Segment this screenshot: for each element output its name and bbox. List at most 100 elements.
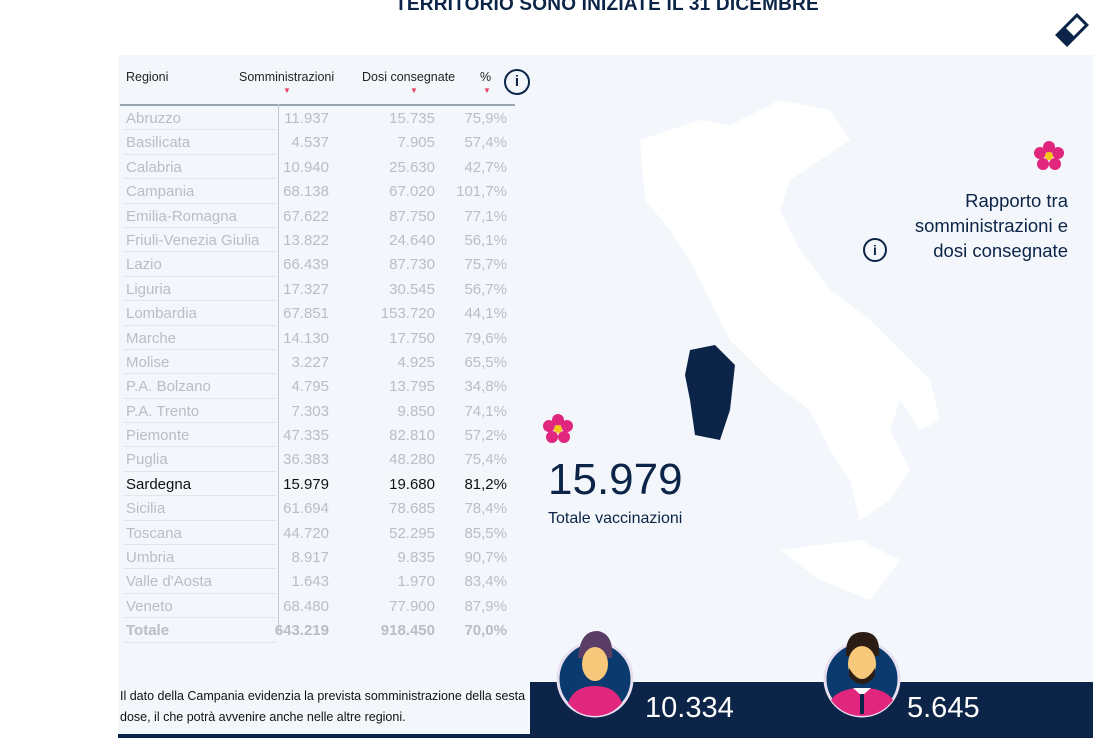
table-row[interactable]: Lazio 66.439 87.730 75,7% [120,252,515,278]
cell-percent: 77,1% [464,207,507,225]
cell-percent: 34,8% [464,378,507,396]
cell-percent: 85,5% [464,524,507,542]
footnote: Il dato della Campania evidenzia la prev… [120,689,526,724]
info-icon[interactable]: i [504,69,530,95]
cell-somministrazioni: 7.303 [291,402,329,420]
table-row[interactable]: Emilia-Romagna 67.622 87.750 77,1% [120,204,515,229]
cell-somministrazioni: 61.694 [283,500,329,518]
cell-percent: 78,4% [464,500,507,518]
table-row[interactable]: Umbria 8.917 9.835 90,7% [120,545,515,570]
cell-somministrazioni: 47.335 [283,427,329,445]
legend-text: Rapporto tra somministrazioni e dosi con… [914,190,1068,261]
cell-somministrazioni: 643.219 [274,622,329,640]
table-row[interactable]: Valle d'Aosta 1.643 1.970 83,4% [120,569,515,595]
table-row[interactable]: Campania 68.138 67.020 101,7% [120,179,515,204]
cell-dosi: 30.545 [389,280,435,298]
table-row[interactable]: Friuli-Venezia Giulia 13.822 24.640 56,1% [120,228,515,253]
total-vaccinations-label: Totale vaccinazioni [548,510,683,527]
cell-region: Lombardia [126,305,197,323]
cell-percent: 65,5% [464,353,507,371]
table-row[interactable]: Sardegna 15.979 19.680 81,2% [120,472,515,497]
cell-somministrazioni: 14.130 [283,329,329,347]
col-dosi[interactable]: Dosi consegnate [362,70,456,84]
cell-percent: 74,1% [464,402,507,420]
cell-region: P.A. Bolzano [126,378,211,396]
cell-percent: 56,1% [464,231,507,249]
cell-percent: 90,7% [464,549,507,567]
cell-region: Emilia-Romagna [126,207,237,225]
col-somministrazioni[interactable]: Somministrazioni [239,70,335,84]
cell-somministrazioni: 8.917 [291,549,329,567]
cell-region: Abruzzo [126,110,182,127]
info-icon[interactable]: i [863,238,887,262]
cell-region: Valle d'Aosta [126,573,212,591]
female-avatar-icon [556,630,634,718]
table-row[interactable]: Lombardia 67.851 153.720 44,1% [120,301,515,326]
sort-icon[interactable]: ▼ [283,86,291,95]
cell-region: Veneto [126,597,173,615]
table-row[interactable]: Basilicata 4.537 7.905 57,4% [120,130,515,156]
cell-somministrazioni: 3.227 [291,353,329,371]
flower-icon [543,414,573,443]
cell-percent: 81,2% [464,475,507,493]
cell-somministrazioni: 13.822 [283,231,329,249]
cell-dosi: 87.730 [389,256,435,274]
cell-somministrazioni: 17.327 [283,280,329,298]
cell-somministrazioni: 4.795 [291,378,329,396]
table-row[interactable]: P.A. Trento 7.303 9.850 74,1% [120,399,515,424]
cell-region: Molise [126,353,170,371]
table-row[interactable]: Calabria 10.940 25.630 42,7% [120,155,515,180]
cell-region: Campania [126,183,195,201]
column-divider [278,104,279,634]
table-header: Regioni Somministrazioni ▼ Dosi consegna… [120,58,515,106]
sort-icon[interactable]: ▼ [483,86,491,95]
table-row[interactable]: Sicilia 61.694 78.685 78,4% [120,496,515,522]
cell-somministrazioni: 11.937 [284,110,329,127]
total-vaccinations-value: 15.979 [548,455,683,504]
table-row[interactable]: P.A. Bolzano 4.795 13.795 34,8% [120,374,515,400]
cell-percent: 75,7% [464,256,507,274]
cell-dosi: 48.280 [389,451,435,469]
legend-ratio: i Rapporto tra somministrazioni e dosi co… [863,188,1068,263]
cell-region: Lazio [126,256,162,274]
cell-dosi: 77.900 [389,597,435,615]
cell-percent: 87,9% [464,597,507,615]
cell-percent: 83,4% [464,573,507,591]
sort-icon[interactable]: ▼ [410,86,418,95]
cell-region: Liguria [126,280,172,298]
table-row[interactable]: Puglia 36.383 48.280 75,4% [120,447,515,473]
page-title: TERRITORIO SONO INIZIATE IL 31 DICEMBRE [395,0,819,15]
table-row[interactable]: Piemonte 47.335 82.810 57,2% [120,423,515,448]
table-row[interactable]: Molise 3.227 4.925 65,5% [120,350,515,375]
cell-dosi: 17.750 [389,329,435,347]
table-row[interactable]: Marche 14.130 17.750 79,6% [120,326,515,351]
cell-dosi: 918.450 [380,622,435,640]
cell-region: Puglia [126,451,168,469]
table-row[interactable]: Veneto 68.480 77.900 87,9% [120,594,515,619]
col-percent[interactable]: % [480,70,492,84]
flower-icon [1034,141,1064,170]
table-row[interactable]: Toscana 44.720 52.295 85,5% [120,521,515,546]
cell-percent: 70,0% [464,622,507,640]
col-regioni[interactable]: Regioni [126,70,169,84]
cell-dosi: 9.850 [397,402,435,420]
cell-region: Friuli-Venezia Giulia [126,231,260,249]
cell-percent: 57,2% [464,427,507,445]
female-count: 10.334 [645,692,734,724]
cell-region: Piemonte [126,427,190,445]
cell-region: Totale [126,622,170,640]
cell-dosi: 67.020 [389,183,435,201]
sardegna-region[interactable] [685,345,735,440]
table-row[interactable]: Liguria 17.327 30.545 56,7% [120,277,515,302]
cell-dosi: 19.680 [389,475,435,493]
male-count: 5.645 [907,692,980,724]
cell-percent: 44,1% [464,305,507,323]
cell-percent: 56,7% [464,280,507,298]
cell-percent: 75,9% [464,110,507,127]
cell-dosi: 25.630 [389,158,435,176]
table-row[interactable]: Abruzzo 11.937 15.735 75,9% [120,106,515,131]
male-avatar-icon [823,632,901,718]
eraser-icon[interactable] [1054,12,1090,48]
cell-dosi: 153.720 [380,305,435,323]
cell-somministrazioni: 44.720 [283,524,329,542]
